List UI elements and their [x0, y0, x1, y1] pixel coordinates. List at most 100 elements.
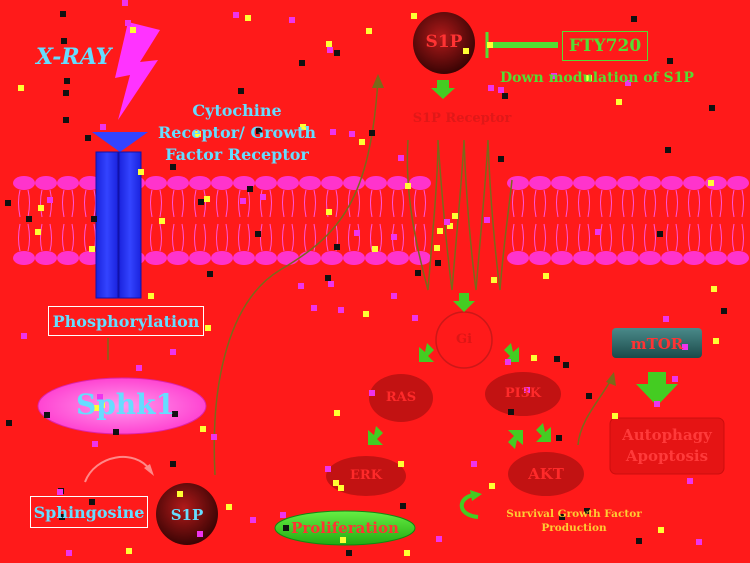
lipid-tail: [216, 189, 228, 218]
lipid-tail: [556, 223, 568, 252]
arrow-group: [368, 80, 678, 449]
confetti-square: [89, 246, 95, 252]
lipid-head: [277, 176, 299, 190]
s1p-bottom-label: S1P: [170, 506, 204, 524]
confetti-square: [721, 308, 727, 314]
confetti-square: [247, 186, 253, 192]
lightning-bolt-icon: [115, 22, 160, 120]
lipid-head: [145, 176, 167, 190]
confetti-square: [170, 461, 176, 467]
confetti-square: [211, 434, 217, 440]
lipid-head: [167, 251, 189, 265]
xray-label: X-RAY: [36, 44, 112, 70]
phosphorylation-box: Phosphorylation: [48, 306, 204, 336]
confetti-square: [99, 402, 105, 408]
lipid-tail: [600, 189, 612, 218]
lipid-head: [727, 251, 749, 265]
confetti-square: [412, 315, 418, 321]
confetti-square: [130, 27, 136, 33]
erk-node: [326, 456, 406, 496]
lipid-tail: [194, 189, 206, 218]
confetti-square: [411, 13, 417, 19]
lipid-head: [661, 176, 683, 190]
lipid-tail: [260, 189, 272, 218]
confetti-square: [672, 376, 678, 382]
fty720-box: FTY720: [562, 31, 648, 61]
receptor-column-left: [95, 151, 119, 299]
lipid-tail: [688, 189, 700, 218]
mtor-box: [612, 328, 702, 358]
confetti-square: [334, 410, 340, 416]
lipid-tail: [710, 223, 722, 252]
confetti-square: [508, 409, 514, 415]
confetti-square: [63, 90, 69, 96]
confetti-square: [665, 147, 671, 153]
confetti-square: [60, 11, 66, 17]
sphk1-label: Sphk1: [76, 388, 176, 421]
confetti-square: [366, 28, 372, 34]
lipid-head: [387, 251, 409, 265]
lipid-head: [13, 251, 35, 265]
lipid-head: [551, 176, 573, 190]
lipid-tail: [40, 223, 52, 252]
confetti-square: [327, 47, 333, 53]
lipid-head: [145, 251, 167, 265]
lipid-head: [233, 251, 255, 265]
lipid-head: [57, 176, 79, 190]
lipid-head: [727, 176, 749, 190]
lipid-head: [573, 176, 595, 190]
lipid-tail: [370, 189, 382, 218]
confetti-square: [125, 20, 131, 26]
confetti-square: [667, 58, 673, 64]
lipid-head: [387, 176, 409, 190]
confetti-square: [487, 42, 493, 48]
confetti-square: [256, 128, 262, 134]
confetti-square: [200, 426, 206, 432]
confetti-square: [138, 169, 144, 175]
lipid-head: [573, 251, 595, 265]
confetti-square: [177, 491, 183, 497]
lipid-head: [617, 176, 639, 190]
confetti-square: [207, 271, 213, 277]
lipid-head: [211, 176, 233, 190]
confetti-square: [311, 305, 317, 311]
confetti-square: [696, 539, 702, 545]
lipid-tail: [194, 223, 206, 252]
akt-to-proliferation-curve-icon: [459, 493, 479, 519]
lipid-head: [365, 176, 387, 190]
confetti-square: [372, 246, 378, 252]
confetti-square: [326, 209, 332, 215]
lipid-head: [189, 176, 211, 190]
lipid-head: [321, 176, 343, 190]
confetti-square: [502, 93, 508, 99]
confetti-square: [369, 130, 375, 136]
confetti-square: [436, 536, 442, 542]
receptor-column-right: [118, 151, 142, 299]
lipid-tail: [644, 189, 656, 218]
lipid-tail: [666, 223, 678, 252]
lipid-tail: [84, 189, 96, 218]
arrow-gi-ras-icon: [419, 343, 434, 362]
lipid-tail: [348, 223, 360, 252]
erk-label: ERK: [349, 468, 382, 483]
lipid-tail: [556, 189, 568, 218]
confetti-square: [595, 229, 601, 235]
arrow-mtor-down-icon: [636, 372, 678, 406]
s1p-receptor-helices: [406, 139, 513, 291]
lipid-tail: [534, 189, 546, 218]
lipid-head: [529, 251, 551, 265]
confetti-square: [563, 362, 569, 368]
confetti-square: [44, 412, 50, 418]
confetti-square: [226, 504, 232, 510]
confetti-square: [404, 550, 410, 556]
confetti-square: [531, 355, 537, 361]
autophagy-label: Autophagy Apoptosis: [622, 426, 712, 465]
lipid-tail: [40, 189, 52, 218]
confetti-square: [250, 517, 256, 523]
lipid-tail: [414, 223, 426, 252]
confetti-square: [359, 139, 365, 145]
arrow-gi-pi3k-icon: [504, 343, 519, 362]
confetti-square: [63, 117, 69, 123]
lipid-head: [343, 251, 365, 265]
